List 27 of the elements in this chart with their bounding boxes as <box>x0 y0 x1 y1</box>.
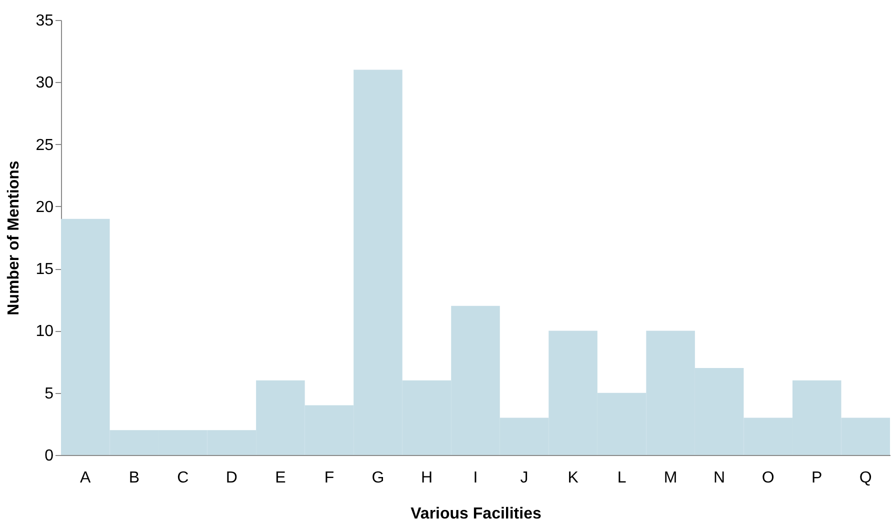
x-tick-label: C <box>177 470 189 486</box>
x-tick-label: H <box>420 470 433 486</box>
y-tick-label: 15 <box>36 261 54 278</box>
x-tick-label: B <box>128 470 140 486</box>
x-tick-label: N <box>714 470 726 486</box>
y-tick-label: 5 <box>44 385 54 402</box>
x-tick-label: K <box>568 470 579 486</box>
x-tick-label: E <box>275 470 286 486</box>
y-axis-title: Number of Mentions <box>6 160 23 316</box>
x-tick-label: O <box>762 470 774 486</box>
x-axis-title: Various Facilities <box>410 506 542 522</box>
x-tick-label: L <box>617 470 626 486</box>
y-tick-label: 35 <box>36 12 54 30</box>
y-tick-label: 20 <box>36 198 54 216</box>
x-tick-label: M <box>664 470 678 486</box>
y-tick-label: 25 <box>36 136 54 154</box>
x-tick-label: Q <box>859 470 872 486</box>
y-tick-label: 0 <box>44 448 54 464</box>
x-tick-label: A <box>80 470 92 486</box>
y-tick-label: 10 <box>36 323 54 340</box>
x-tick-label: D <box>226 470 238 486</box>
x-tick-label: I <box>473 470 478 486</box>
x-tick-label: F <box>324 470 334 486</box>
y-tick-label: 30 <box>36 74 54 92</box>
x-tick-label: G <box>372 470 384 486</box>
x-tick-label: P <box>812 470 822 486</box>
x-tick-label: J <box>520 470 528 486</box>
